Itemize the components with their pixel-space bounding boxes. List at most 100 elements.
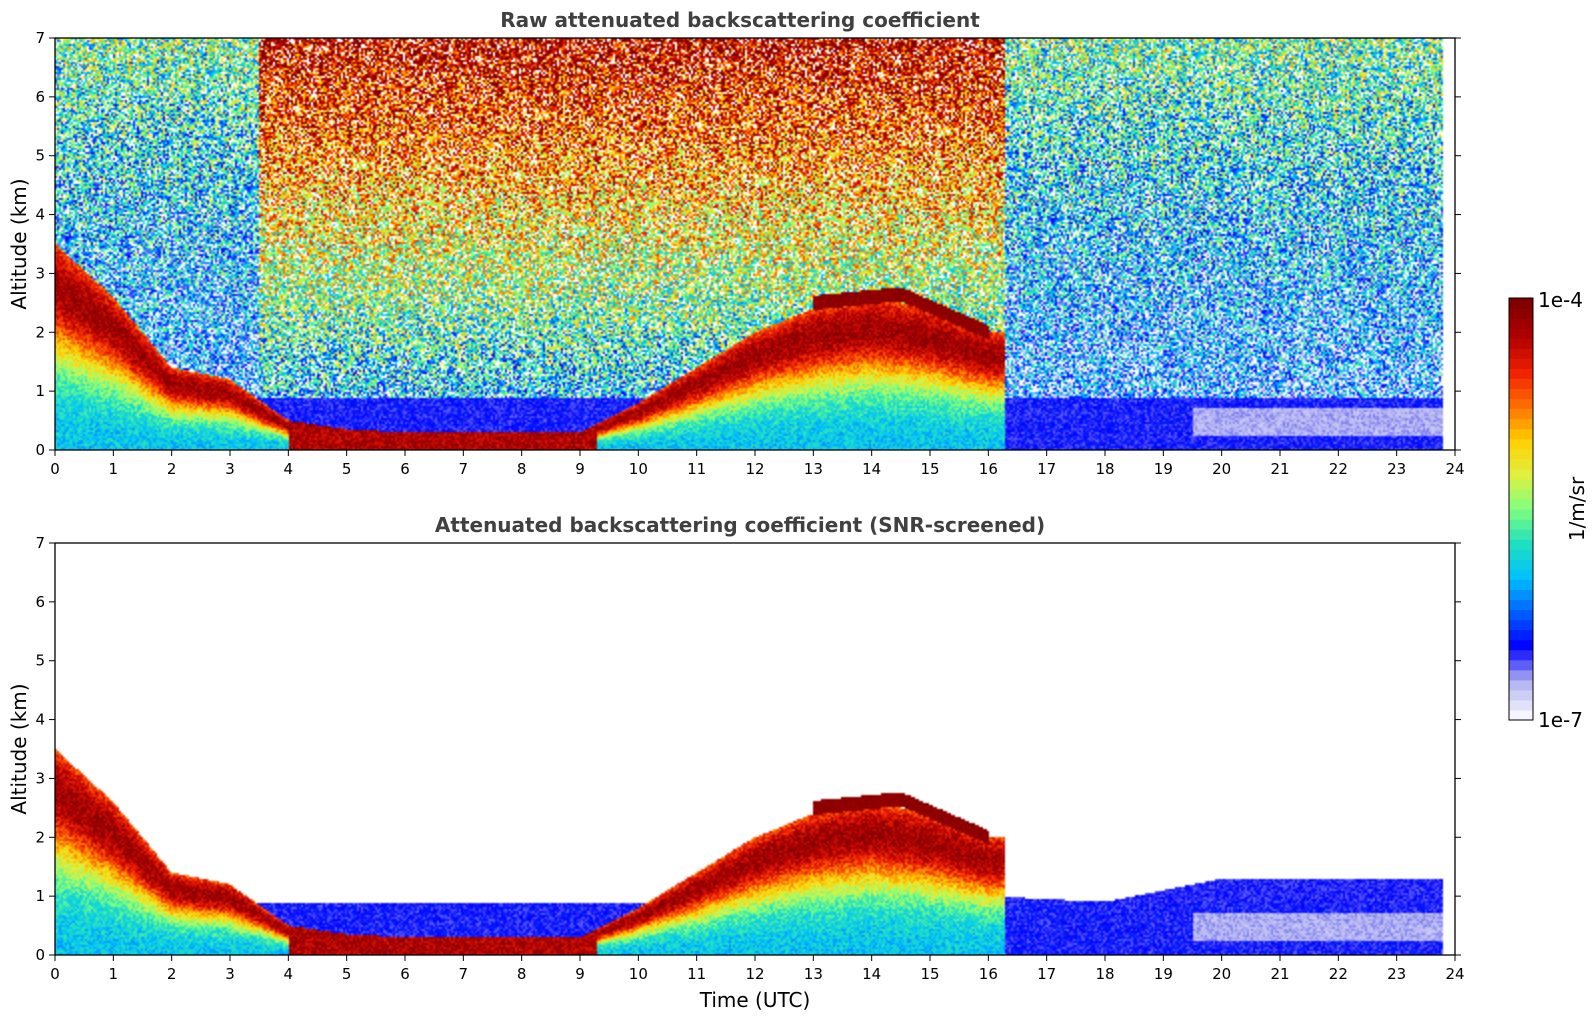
x-tick-label: 0 (50, 965, 60, 983)
x-tick-label: 23 (1387, 965, 1406, 983)
x-tick-label: 3 (225, 965, 235, 983)
colorbar-segment (1509, 649, 1533, 661)
colorbar-segment (1509, 498, 1533, 510)
colorbar-segment (1509, 318, 1533, 329)
x-tick-label: 21 (1270, 460, 1289, 478)
colorbar-segment (1509, 348, 1533, 359)
colorbar-segment (1509, 478, 1533, 490)
colorbar-segment (1509, 458, 1533, 470)
x-tick-label: 12 (745, 965, 764, 983)
colorbar-segment (1509, 448, 1533, 460)
colorbar-segment (1509, 328, 1533, 339)
x-tick-label: 8 (517, 965, 527, 983)
x-tick-label: 0 (50, 460, 60, 478)
x-tick-label: 2 (167, 965, 177, 983)
y-axis-label: Altitude (km) (7, 683, 31, 814)
y-tick-label: 7 (35, 29, 45, 47)
plot-frame (54, 542, 1456, 956)
x-tick-label: 21 (1270, 965, 1289, 983)
y-axis-label: Altitude (km) (7, 178, 31, 309)
x-tick-label: 24 (1445, 460, 1464, 478)
x-tick-label: 10 (629, 965, 648, 983)
x-tick-label: 20 (1212, 965, 1231, 983)
colorbar-segment (1509, 689, 1533, 701)
x-tick-label: 14 (862, 460, 881, 478)
x-tick-label: 23 (1387, 460, 1406, 478)
plot-frame (54, 37, 1456, 451)
y-axis: 0 1 2 3 4 5 6 7 (35, 29, 1461, 459)
x-tick-label: 8 (517, 460, 527, 478)
colorbar-segment (1509, 699, 1533, 711)
y-tick-label: 4 (35, 711, 45, 729)
colorbar-segment (1509, 428, 1533, 440)
x-tick-label: 22 (1329, 965, 1348, 983)
x-tick-label: 24 (1445, 965, 1464, 983)
y-tick-label: 5 (35, 652, 45, 670)
colorbar-segment (1509, 569, 1533, 580)
y-tick-label: 6 (35, 593, 45, 611)
y-tick-label: 0 (35, 946, 45, 964)
y-tick-label: 0 (35, 441, 45, 459)
colorbar-segment (1509, 709, 1533, 721)
y-tick-label: 4 (35, 206, 45, 224)
x-tick-label: 5 (342, 965, 352, 983)
x-tick-label: 14 (862, 965, 881, 983)
x-tick-label: 17 (1037, 460, 1056, 478)
x-tick-label: 13 (804, 460, 823, 478)
panel-snr-screened: Attenuated backscattering coefficient (S… (7, 513, 1465, 1012)
y-tick-label: 5 (35, 147, 45, 165)
colorbar-segment (1509, 679, 1533, 691)
colorbar-segment (1509, 519, 1533, 530)
colorbar-segment (1509, 438, 1533, 450)
x-tick-label: 11 (687, 460, 706, 478)
x-tick-label: 13 (804, 965, 823, 983)
x-tick-label: 19 (1154, 965, 1173, 983)
y-tick-label: 1 (35, 382, 45, 400)
panel-title: Raw attenuated backscattering coefficien… (500, 8, 980, 32)
x-axis: 0 1 2 3 4 5 6 7 8 9 10 11 12 13 14 15 16 17 18 19 20 21 22 23 24 (50, 450, 1465, 478)
y-tick-label: 6 (35, 88, 45, 106)
colorbar-segment (1509, 358, 1533, 369)
colorbar-segment (1509, 529, 1533, 540)
x-tick-label: 17 (1037, 965, 1056, 983)
colorbar: 1e-4 1e-7 1/m/sr (1508, 288, 1589, 732)
colorbar-segment (1509, 549, 1533, 560)
x-tick-label: 9 (575, 460, 585, 478)
colorbar-frame (1508, 297, 1534, 721)
colorbar-segment (1509, 388, 1533, 400)
y-tick-label: 2 (35, 323, 45, 341)
heatmap-image (55, 38, 1455, 450)
colorbar-segment (1509, 308, 1533, 319)
x-tick-label: 19 (1154, 460, 1173, 478)
colorbar-max-label: 1e-4 (1538, 288, 1583, 312)
x-tick-label: 10 (629, 460, 648, 478)
panel-raw: Raw attenuated backscattering coefficien… (7, 8, 1465, 478)
colorbar-segments (1509, 298, 1533, 721)
x-tick-label: 15 (920, 460, 939, 478)
y-tick-label: 1 (35, 887, 45, 905)
x-tick-label: 6 (400, 965, 410, 983)
colorbar-segment (1509, 368, 1533, 379)
x-axis: 0 1 2 3 4 5 6 7 8 9 10 11 12 13 14 15 16 17 18 19 20 21 22 23 24 (50, 955, 1465, 983)
x-tick-label: 7 (459, 965, 469, 983)
colorbar-segment (1509, 338, 1533, 349)
x-tick-label: 18 (1095, 460, 1114, 478)
x-tick-label: 2 (167, 460, 177, 478)
x-tick-label: 20 (1212, 460, 1231, 478)
colorbar-segment (1509, 609, 1533, 621)
y-tick-label: 3 (35, 264, 45, 282)
colorbar-segment (1509, 559, 1533, 570)
colorbar-segment (1509, 509, 1533, 520)
colorbar-segment (1509, 669, 1533, 681)
y-tick-label: 7 (35, 534, 45, 552)
x-tick-label: 16 (979, 460, 998, 478)
colorbar-segment (1509, 408, 1533, 420)
colorbar-segment (1509, 468, 1533, 480)
colorbar-min-label: 1e-7 (1538, 708, 1583, 732)
colorbar-segment (1509, 488, 1533, 500)
x-tick-label: 4 (284, 965, 294, 983)
colorbar-segment (1509, 639, 1533, 651)
x-tick-label: 5 (342, 460, 352, 478)
colorbar-segment (1509, 579, 1533, 590)
